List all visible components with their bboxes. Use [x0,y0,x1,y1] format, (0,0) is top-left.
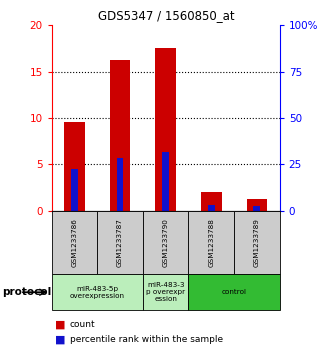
Bar [71,169,78,211]
Text: GDS5347 / 1560850_at: GDS5347 / 1560850_at [98,9,235,22]
Bar [117,158,124,211]
Bar [110,60,130,211]
Text: GSM1233790: GSM1233790 [163,218,169,267]
Text: percentile rank within the sample: percentile rank within the sample [70,335,223,344]
Bar [64,122,85,211]
Text: GSM1233789: GSM1233789 [254,218,260,267]
Text: control: control [221,289,247,295]
Text: GSM1233787: GSM1233787 [117,218,123,267]
Text: GSM1233786: GSM1233786 [71,218,78,267]
Bar [247,199,267,211]
Bar [201,192,221,211]
Bar [162,152,169,211]
Bar [253,206,260,211]
Text: GSM1233788: GSM1233788 [208,218,214,267]
Bar [156,48,176,211]
Bar [208,205,215,211]
Text: protocol: protocol [2,287,51,297]
Text: ■: ■ [55,319,66,329]
Text: miR-483-5p
overexpression: miR-483-5p overexpression [70,286,125,299]
Text: miR-483-3
p overexpr
ession: miR-483-3 p overexpr ession [146,282,185,302]
Text: ■: ■ [55,334,66,344]
Text: count: count [70,320,96,329]
